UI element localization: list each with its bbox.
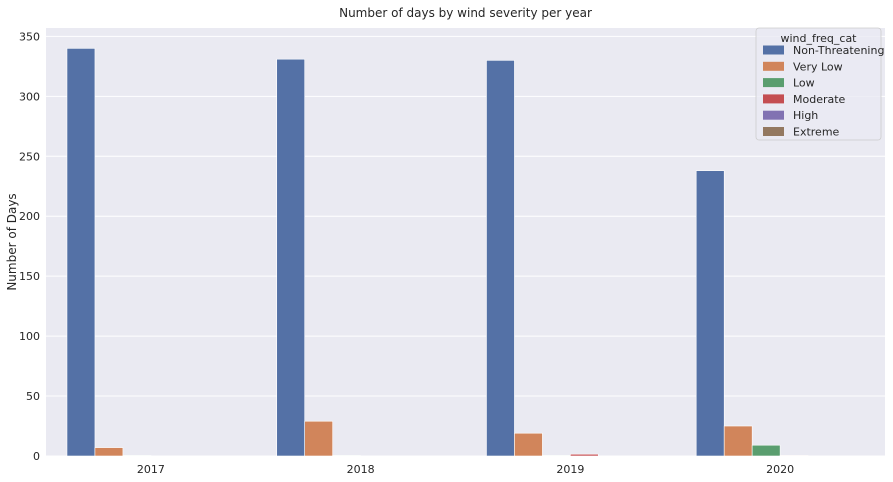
legend-label: Low xyxy=(793,77,815,90)
x-tick-labels: 2017 2018 2019 2020 xyxy=(137,463,794,476)
legend-swatch xyxy=(763,110,784,120)
plot-background xyxy=(46,28,885,456)
x-tick-label: 2020 xyxy=(766,463,794,476)
y-tick-label: 300 xyxy=(19,90,40,103)
bar xyxy=(779,455,809,457)
legend-label: High xyxy=(793,109,818,122)
bar xyxy=(94,447,124,457)
y-tick-label: 50 xyxy=(26,390,40,403)
y-tick-labels: 0 50 100 150 200 250 300 350 xyxy=(19,30,40,463)
y-tick-label: 100 xyxy=(19,330,40,343)
bar xyxy=(570,453,599,457)
x-tick-label: 2018 xyxy=(347,463,375,476)
chart-title: Number of days by wind severity per year xyxy=(339,6,592,20)
y-tick-label: 200 xyxy=(19,210,40,223)
legend-items: Non-Threatening Very Low Low Moderate High Ex… xyxy=(763,44,884,139)
y-tick-label: 0 xyxy=(33,450,40,463)
bar xyxy=(332,455,361,457)
legend-label: Extreme xyxy=(793,126,840,139)
bar xyxy=(486,60,515,457)
bar xyxy=(66,48,96,457)
legend-swatch xyxy=(763,127,784,136)
bar xyxy=(514,432,543,457)
bar xyxy=(304,420,333,457)
bar xyxy=(276,58,305,457)
bars-layer xyxy=(66,48,809,457)
legend-label: Non-Threatening xyxy=(793,44,884,57)
legend-title: wind_freq_cat xyxy=(780,32,857,45)
bar xyxy=(751,444,781,457)
bar xyxy=(695,170,725,457)
y-tick-label: 250 xyxy=(19,150,40,163)
y-tick-label: 350 xyxy=(19,30,40,43)
legend: wind_freq_cat Non-Threatening Very Low Low… xyxy=(755,27,884,141)
x-tick-label: 2017 xyxy=(137,463,165,476)
legend-label: Moderate xyxy=(793,93,846,106)
y-tick-label: 150 xyxy=(19,270,40,283)
bar xyxy=(122,455,152,457)
legend-swatch xyxy=(763,45,784,55)
y-axis-label: Number of Days xyxy=(5,193,19,290)
bar xyxy=(542,455,571,457)
legend-swatch xyxy=(763,61,784,71)
legend-swatch xyxy=(763,78,784,88)
legend-label: Very Low xyxy=(793,60,843,73)
grid-layer xyxy=(46,35,885,457)
legend-box xyxy=(755,27,882,141)
bar xyxy=(723,425,753,457)
legend-swatch xyxy=(763,94,784,104)
x-tick-label: 2019 xyxy=(556,463,584,476)
